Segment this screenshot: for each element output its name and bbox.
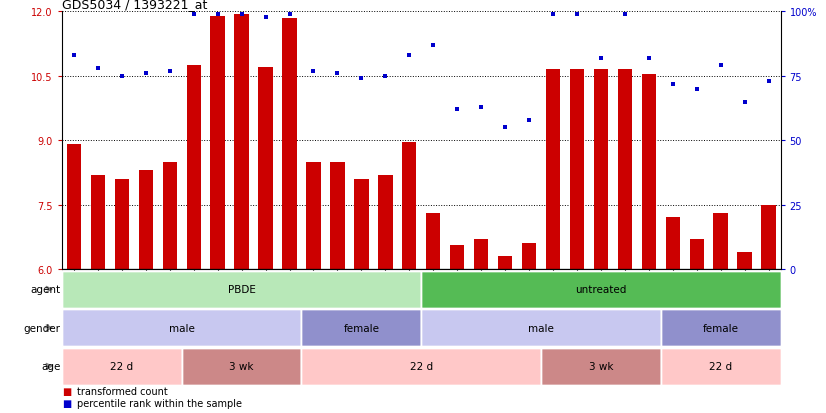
Point [738,99,751,106]
Bar [282,19,297,269]
Text: 22 d: 22 d [410,361,433,371]
Point [115,74,129,80]
Bar [67,145,81,269]
Bar [474,239,488,269]
Point [690,86,703,93]
Point [618,12,631,18]
Bar [690,239,704,269]
Point [426,43,439,49]
Bar [498,256,512,269]
Text: ■: ■ [62,386,71,396]
Bar [546,70,560,269]
Text: untreated: untreated [575,285,627,294]
Point [306,68,320,75]
Text: male: male [169,323,195,333]
Bar [522,244,536,269]
Bar [306,162,320,269]
Text: 3 wk: 3 wk [230,361,254,371]
Point [139,71,152,77]
Point [67,53,81,59]
Bar [762,205,776,269]
Bar [235,14,249,269]
Text: agent: agent [31,285,60,294]
Point [354,76,368,83]
Point [378,74,392,80]
Point [642,55,655,62]
Text: 22 d: 22 d [710,361,732,371]
Bar [115,179,129,269]
Bar [139,171,153,269]
Bar [91,175,105,269]
Text: 22 d: 22 d [111,361,133,371]
Point [570,12,583,18]
Point [762,78,775,85]
Point [282,12,296,18]
Point [163,68,176,75]
Point [498,125,511,131]
Bar [426,214,440,269]
Text: GDS5034 / 1393221_at: GDS5034 / 1393221_at [62,0,207,11]
Point [187,12,200,18]
Point [474,104,487,111]
Bar [330,162,344,269]
Text: female: female [703,323,738,333]
Text: PBDE: PBDE [228,285,255,294]
Text: percentile rank within the sample: percentile rank within the sample [77,398,242,408]
Bar [450,246,464,269]
Bar [642,74,656,269]
Point [402,53,415,59]
Bar [163,162,177,269]
Point [546,12,559,18]
Bar [570,70,584,269]
Point [211,12,224,18]
Point [91,66,104,72]
Point [714,63,727,70]
Bar [354,179,368,269]
Text: gender: gender [23,323,60,333]
Text: ■: ■ [62,398,71,408]
Point [594,55,607,62]
Bar [714,214,728,269]
Text: 3 wk: 3 wk [589,361,613,371]
Bar [187,66,201,269]
Bar [618,70,632,269]
Bar [378,175,392,269]
Bar [666,218,680,269]
Text: transformed count: transformed count [77,386,168,396]
Point [450,107,463,113]
Bar [259,68,273,269]
Point [259,14,272,21]
Bar [402,143,416,269]
Bar [594,70,608,269]
Bar [211,17,225,269]
Point [522,117,535,123]
Point [235,12,248,18]
Point [666,81,679,88]
Point [330,71,344,77]
Bar [738,252,752,269]
Text: male: male [528,323,554,333]
Text: female: female [344,323,379,333]
Text: age: age [41,361,60,371]
